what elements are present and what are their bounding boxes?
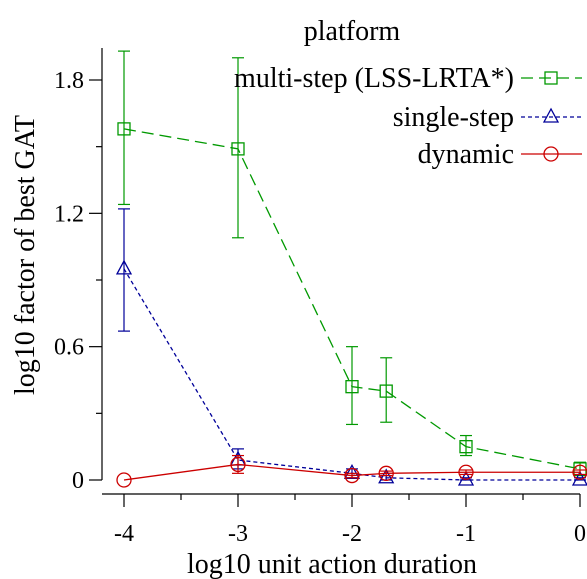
series-layer <box>115 50 587 488</box>
y-tick-label: 0 <box>72 468 84 494</box>
x-tick-label: -3 <box>228 521 248 547</box>
data-point <box>115 259 133 275</box>
legend-label: single-step <box>393 102 514 133</box>
series-line <box>123 268 580 481</box>
legend-label: multi-step (LSS-LRTA*) <box>234 63 514 94</box>
data-point <box>378 465 394 481</box>
legend-marker <box>543 146 559 162</box>
data-point <box>572 464 587 480</box>
series-circle <box>116 454 587 488</box>
data-point <box>459 440 473 454</box>
y-tick-label: 1.2 <box>54 201 84 227</box>
series-square <box>117 50 587 477</box>
y-axis-label: log10 factor of best GAT <box>10 115 41 395</box>
data-point <box>378 468 395 484</box>
series-line <box>123 463 580 481</box>
x-tick-label: 0 <box>574 521 586 547</box>
axis-ticks: -4 -3 -2 -1 0 0 0.6 1.2 1.8 <box>54 68 586 547</box>
x-tick-label: -2 <box>342 521 362 547</box>
y-tick-label: 1.8 <box>54 68 84 94</box>
data-point <box>116 472 132 488</box>
x-tick-label: -1 <box>456 521 476 547</box>
legend: multi-step (LSS-LRTA*) single-step dynamic <box>234 63 582 170</box>
data-point <box>344 467 360 484</box>
x-axis-label: log10 unit action duration <box>187 549 477 579</box>
data-point <box>379 384 393 398</box>
series-line <box>123 128 581 470</box>
legend-label: dynamic <box>418 139 514 170</box>
legend-marker <box>542 107 560 123</box>
chart-title: platform <box>304 16 401 47</box>
data-point <box>458 464 474 480</box>
data-point <box>117 122 131 136</box>
data-point <box>230 456 246 473</box>
x-tick-label: -4 <box>114 521 134 547</box>
data-point <box>231 142 245 156</box>
data-point <box>345 380 359 394</box>
legend-marker <box>544 71 558 85</box>
y-tick-label: 0.6 <box>54 335 84 361</box>
